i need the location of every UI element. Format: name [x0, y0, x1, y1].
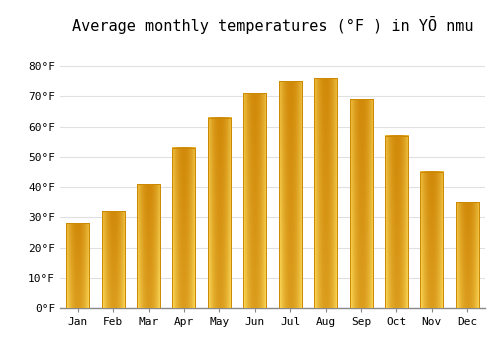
Title: Average monthly temperatures (°F ) in YŌ nmu: Average monthly temperatures (°F ) in YŌ…: [72, 16, 473, 34]
Bar: [314, 78, 337, 308]
Bar: [278, 81, 301, 308]
Bar: [456, 202, 479, 308]
Bar: [350, 99, 372, 308]
Bar: [385, 136, 408, 308]
Bar: [172, 148, 196, 308]
Bar: [420, 172, 444, 308]
Bar: [420, 172, 444, 308]
Bar: [208, 118, 231, 308]
Bar: [137, 184, 160, 308]
Bar: [350, 99, 372, 308]
Bar: [66, 223, 89, 308]
Bar: [172, 148, 196, 308]
Bar: [314, 78, 337, 308]
Bar: [278, 81, 301, 308]
Bar: [456, 202, 479, 308]
Bar: [385, 136, 408, 308]
Bar: [102, 211, 124, 308]
Bar: [244, 93, 266, 308]
Bar: [66, 223, 89, 308]
Bar: [137, 184, 160, 308]
Bar: [208, 118, 231, 308]
Bar: [102, 211, 124, 308]
Bar: [244, 93, 266, 308]
